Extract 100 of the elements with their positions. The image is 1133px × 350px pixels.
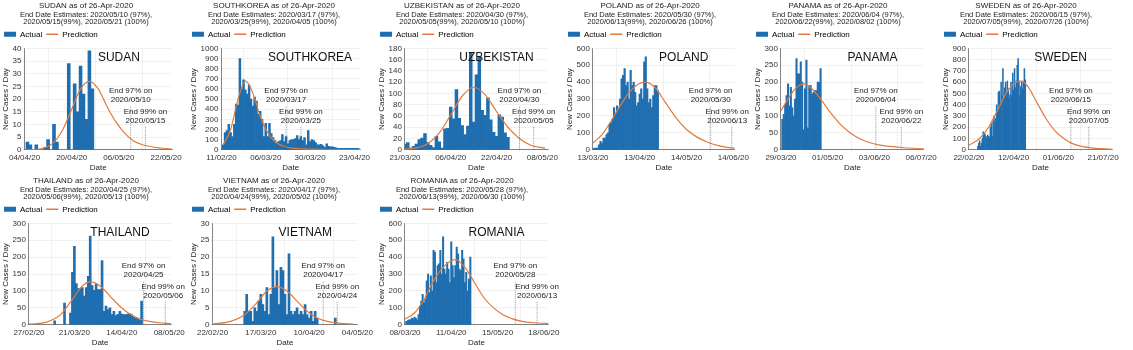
ref-line-label: End 99% on 2020/05/15 (123, 106, 168, 125)
ref-line-label: End 99% on 2020/06/22 (879, 106, 924, 125)
x-tick-label: 21/03/20 (389, 152, 422, 162)
annotation: SOUTHKOREA (268, 49, 353, 64)
y-tick-label: 500 (576, 60, 591, 70)
annotation: VIETNAM (278, 224, 332, 239)
x-axis-title: Date (276, 338, 294, 348)
y-tick-label: 0 (213, 145, 219, 154)
x-axis-title: Date (844, 163, 862, 173)
y-tick-label: 100 (12, 286, 27, 296)
y-tick-label: 0 (585, 145, 591, 154)
y-tick-label: 200 (764, 77, 779, 87)
x-tick-label: 08/03/20 (389, 327, 422, 337)
ref-line-label: End 97% on 2020/05/10 (108, 86, 153, 105)
x-axis-title: Date (91, 338, 110, 348)
y-axis-title: New Cases / Day (377, 68, 386, 130)
annotation: POLAND (659, 49, 709, 64)
y-tick-label: 0 (397, 145, 403, 154)
legend-label: Actual (208, 29, 231, 39)
x-tick-label: 01/06/20 (1042, 152, 1075, 162)
legend-label: Actual (584, 29, 607, 39)
y-tick-label: 300 (388, 269, 403, 279)
y-tick-label: 40 (12, 43, 23, 53)
y-tick-label: 600 (576, 43, 591, 53)
legend-label: Actual (208, 204, 231, 214)
x-axis-title: Date (468, 163, 486, 173)
x-axis-title: Date (282, 163, 300, 173)
y-tick-label: 50 (769, 128, 779, 138)
legend-label: Prediction (814, 29, 850, 39)
x-axis-title: Date (655, 163, 673, 173)
ref-line-label: End 99% on 2020/06/13 (515, 281, 559, 300)
x-tick-label: 08/05/20 (153, 327, 186, 337)
y-tick-label: 0 (773, 145, 779, 154)
x-tick-label: 21/03/20 (58, 327, 91, 337)
ref-line-label: End 97% on 2020/04/25 (121, 261, 166, 280)
x-tick-label: 22/04/20 (480, 152, 513, 162)
y-tick-label: 5 (17, 132, 23, 142)
x-axis-title: Date (468, 338, 486, 348)
x-tick-label: 13/03/20 (577, 152, 610, 162)
y-tick-label: 100 (388, 88, 403, 98)
x-tick-label: 15/05/20 (482, 327, 514, 337)
y-tick-label: 50 (17, 303, 27, 313)
x-axis-title: Date (1032, 163, 1050, 173)
ref-line-label: End 97% on 2020/03/17 (264, 86, 308, 105)
legend-label: Prediction (250, 204, 286, 214)
y-axis-title: New Cases / Day (189, 243, 198, 305)
y-tick-label: 700 (205, 73, 219, 83)
y-tick-label: 40 (393, 122, 403, 132)
ref-line-label: End 99% on 2020/03/25 (279, 106, 323, 125)
y-tick-label: 400 (576, 77, 591, 87)
x-tick-label: 12/04/20 (998, 152, 1030, 162)
x-tick-label: 14/06/20 (717, 152, 750, 162)
annotation: ROMANIA (468, 224, 525, 239)
chart-title: VIETNAM as of 26-Apr-2020 (223, 176, 326, 185)
y-tick-label: 400 (388, 252, 403, 262)
ref-line-label: End 97% on 2020/04/17 (301, 261, 346, 280)
y-tick-label: 200 (388, 286, 403, 296)
y-tick-label: 0 (961, 145, 967, 154)
y-tick-label: 0 (17, 145, 23, 154)
y-tick-label: 0 (21, 320, 27, 329)
y-tick-label: 300 (764, 43, 779, 53)
y-tick-label: 800 (952, 54, 967, 64)
x-tick-label: 08/05/20 (526, 152, 559, 162)
y-tick-label: 80 (393, 99, 403, 109)
y-tick-label: 25 (200, 235, 211, 245)
annotation: SWEDEN (1034, 49, 1087, 64)
y-tick-label: 300 (952, 111, 967, 121)
y-tick-label: 15 (12, 106, 23, 116)
x-tick-label: 04/05/20 (341, 327, 374, 337)
chart-title: SWEDEN as of 26-Apr-2020 (975, 1, 1078, 10)
y-tick-label: 150 (764, 94, 779, 104)
y-tick-label: 300 (576, 94, 591, 104)
legend-label: Actual (396, 29, 419, 39)
chart-title: SOUTHKOREA as of 26-Apr-2020 (213, 1, 336, 10)
x-tick-label: 14/05/20 (670, 152, 703, 162)
y-axis-title: New Cases / Day (941, 68, 950, 130)
x-tick-label: 10/04/20 (293, 327, 326, 337)
y-tick-label: 100 (952, 133, 967, 143)
y-tick-label: 500 (388, 235, 403, 245)
annotation: THAILAND (90, 224, 150, 239)
x-tick-label: 06/07/20 (905, 152, 938, 162)
y-tick-label: 100 (764, 111, 779, 121)
x-tick-label: 22/02/20 (953, 152, 986, 162)
ref-line-label: End 99% on 2020/04/24 (315, 281, 360, 300)
x-tick-label: 21/07/20 (1087, 152, 1120, 162)
y-tick-label: 15 (200, 269, 211, 279)
y-tick-label: 500 (205, 94, 219, 104)
chart-title: THAILAND as of 26-Apr-2020 (33, 176, 140, 185)
y-tick-label: 250 (764, 60, 779, 70)
y-tick-label: 20 (12, 94, 23, 104)
x-tick-label: 18/06/20 (528, 327, 561, 337)
y-tick-label: 600 (205, 84, 219, 94)
y-tick-label: 200 (205, 124, 219, 134)
y-tick-label: 400 (205, 104, 219, 114)
x-tick-label: 22/02/20 (196, 327, 229, 337)
y-axis-title: New Cases / Day (377, 243, 386, 305)
y-tick-label: 30 (12, 68, 23, 78)
y-tick-label: 100 (388, 303, 403, 313)
y-axis-title: New Cases / Day (1, 68, 10, 130)
y-axis-title: New Cases / Day (753, 68, 762, 130)
